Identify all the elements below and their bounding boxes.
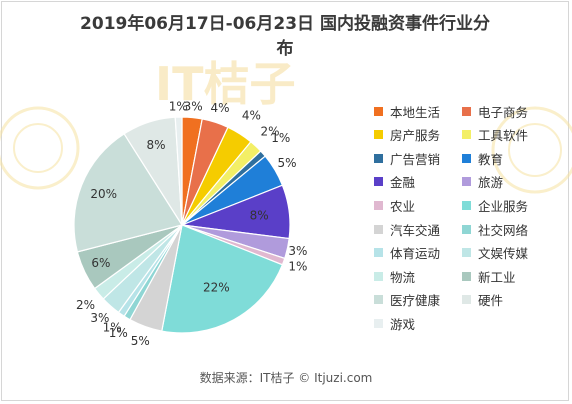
legend-swatch <box>374 200 383 210</box>
legend-swatch <box>462 224 471 234</box>
legend-swatch <box>374 318 383 328</box>
legend-swatch <box>462 106 471 116</box>
legend-swatch <box>374 295 383 305</box>
legend-label: 游戏 <box>390 316 416 332</box>
legend-item: 广告营销 <box>374 148 440 168</box>
legend-swatch <box>374 248 383 258</box>
legend-item: 旅游 <box>462 172 503 192</box>
legend-swatch <box>462 295 471 305</box>
legend-item: 金融 <box>374 172 415 192</box>
legend-item: 游戏 <box>374 313 415 333</box>
slice-data-label: 1% <box>271 131 290 145</box>
legend-label: 旅游 <box>478 175 504 191</box>
slice-data-label: 1% <box>169 99 188 113</box>
slice-data-label: 1% <box>288 260 307 274</box>
slice-data-label: 6% <box>91 256 110 270</box>
legend-item: 本地生活 <box>374 101 440 121</box>
slice-data-label: 5% <box>131 334 150 348</box>
legend-swatch <box>374 106 383 116</box>
legend-swatch <box>462 130 471 140</box>
legend-item: 医疗健康 <box>374 290 440 310</box>
legend-item: 企业服务 <box>462 195 528 215</box>
legend-swatch <box>462 153 471 163</box>
slice-data-label: 20% <box>90 187 117 201</box>
legend-item: 社交网络 <box>462 219 528 239</box>
legend-item: 汽车交通 <box>374 219 440 239</box>
legend-label: 硬件 <box>478 293 504 309</box>
chart-title-line-2: 布 <box>276 39 294 59</box>
legend-item: 农业 <box>374 195 415 215</box>
legend-item: 教育 <box>462 148 503 168</box>
legend-label: 房产服务 <box>390 128 441 144</box>
slice-data-label: 1% <box>103 321 122 335</box>
legend-label: 医疗健康 <box>390 293 441 309</box>
legend-label: 工具软件 <box>478 128 529 144</box>
legend-label: 汽车交通 <box>390 222 441 238</box>
legend-item: 新工业 <box>462 266 516 286</box>
legend-label: 新工业 <box>478 269 516 285</box>
chart-title: 2019年06月17日-06月23日 国内投融资事件行业分 布 <box>40 12 530 62</box>
pie-slice <box>73 132 183 253</box>
legend-label: 物流 <box>390 269 416 285</box>
slice-data-label: 3% <box>288 244 307 258</box>
slice-data-label: 8% <box>146 138 165 152</box>
slice-data-label: 2% <box>260 124 279 138</box>
slice-data-label: 5% <box>278 156 297 170</box>
legend-label: 体育运动 <box>390 246 441 262</box>
source-note: 数据来源：IT桔子 © Itjuzi.com <box>199 371 373 385</box>
legend-label: 文娱传媒 <box>478 246 529 262</box>
slice-data-label: 8% <box>250 208 269 222</box>
slice-data-label: 1% <box>109 326 128 340</box>
legend-swatch <box>462 200 471 210</box>
legend-label: 教育 <box>478 151 504 167</box>
legend-item: 物流 <box>374 266 415 286</box>
slice-data-label: 3% <box>184 100 203 114</box>
slice-data-label: 3% <box>90 311 109 325</box>
legend-label: 广告营销 <box>390 151 441 167</box>
pie-slice <box>161 224 284 334</box>
chart-title-line-1: 2019年06月17日-06月23日 国内投融资事件行业分 <box>80 14 490 34</box>
pie-slice <box>174 116 183 226</box>
legend-item: 房产服务 <box>374 125 440 145</box>
legend-item: 工具软件 <box>462 125 528 145</box>
legend-swatch <box>374 130 383 140</box>
legend-swatch <box>462 248 471 258</box>
slice-data-label: 4% <box>211 101 230 115</box>
legend-label: 本地生活 <box>390 104 441 120</box>
legend-item: 电子商务 <box>462 101 528 121</box>
legend-swatch <box>374 224 383 234</box>
legend-swatch <box>374 177 383 187</box>
legend-item: 文娱传媒 <box>462 243 528 263</box>
legend-label: 农业 <box>390 198 416 214</box>
slice-data-label: 22% <box>203 280 230 294</box>
legend-item: 体育运动 <box>374 243 440 263</box>
legend-label: 电子商务 <box>478 104 529 120</box>
legend-item: 硬件 <box>462 290 503 310</box>
legend-swatch <box>462 177 471 187</box>
legend-swatch <box>374 271 383 281</box>
legend-label: 企业服务 <box>478 198 529 214</box>
legend-label: 金融 <box>390 175 416 191</box>
legend-label: 社交网络 <box>478 222 529 238</box>
legend-swatch <box>374 153 383 163</box>
slice-data-label: 2% <box>76 298 95 312</box>
legend-swatch <box>462 271 471 281</box>
slice-data-label: 4% <box>242 109 261 123</box>
